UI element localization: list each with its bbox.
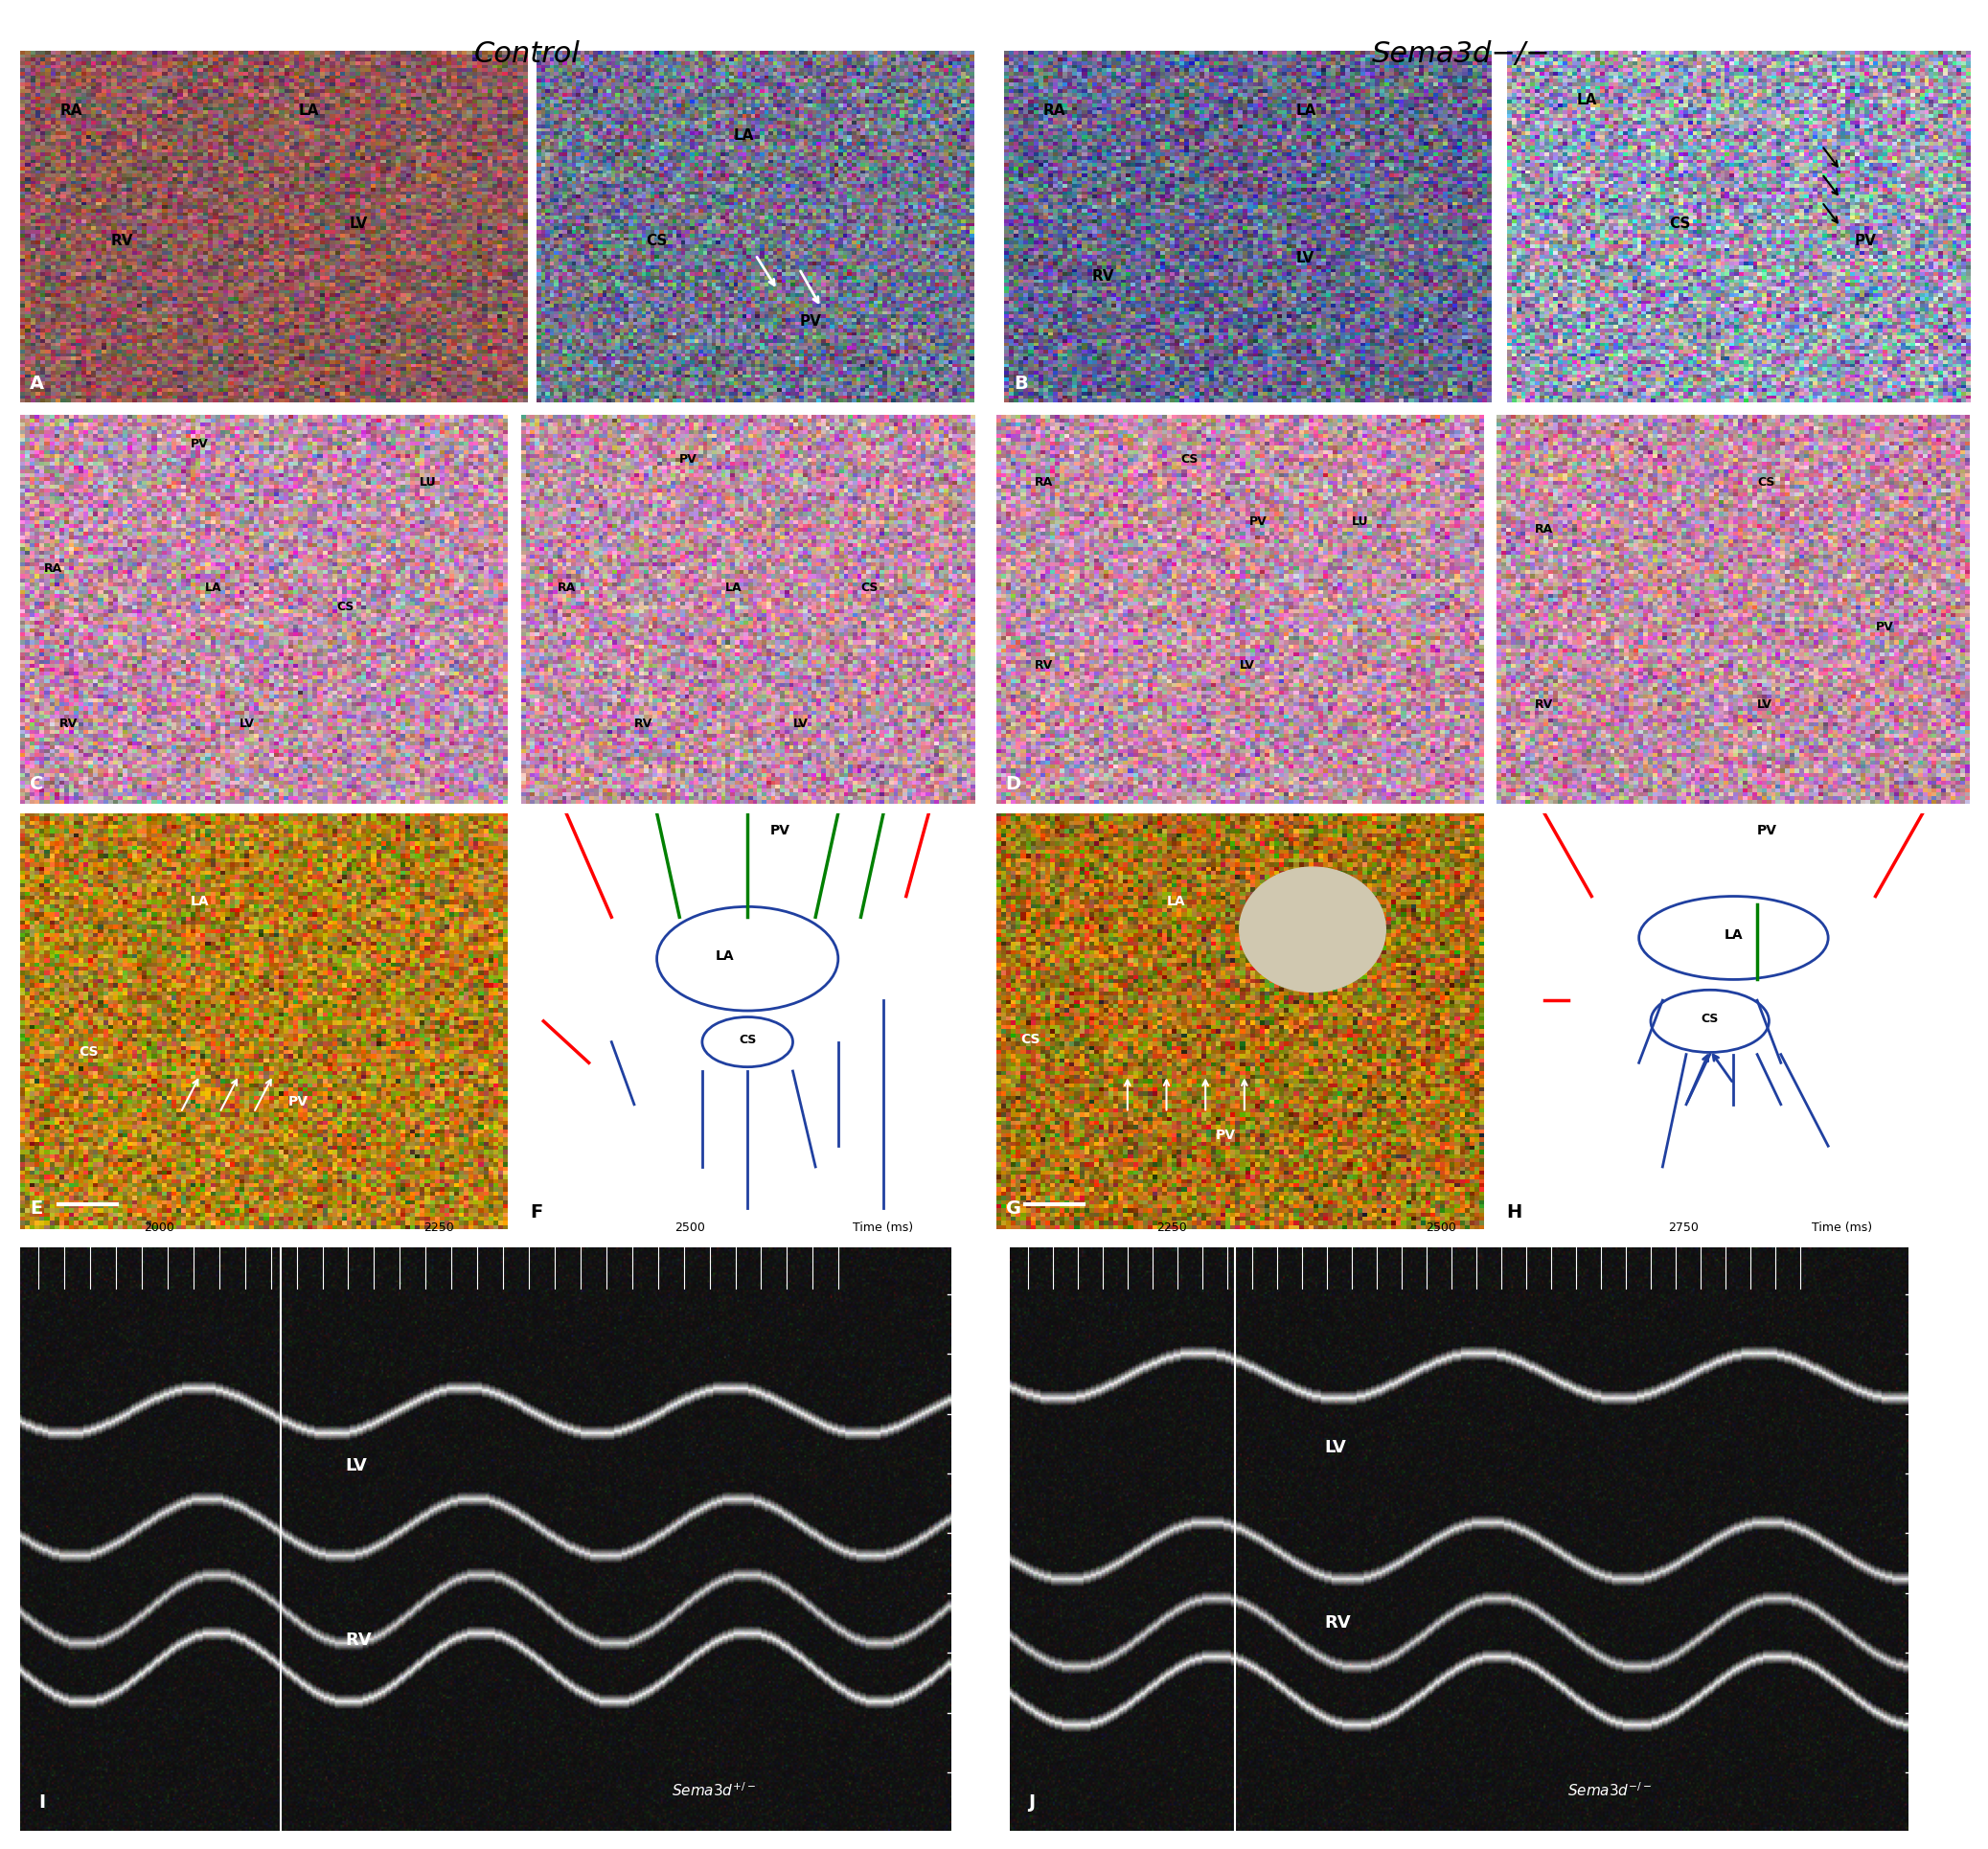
Text: CS: CS [1670, 216, 1690, 231]
Text: J: J [1028, 1794, 1034, 1810]
Text: LV: LV [346, 1455, 368, 1474]
Text: RV: RV [634, 717, 652, 730]
Text: CS: CS [1702, 1011, 1720, 1024]
Text: 13: 13 [1924, 1468, 1936, 1479]
Text: 8: 8 [1924, 1768, 1930, 1777]
Text: CS: CS [1020, 1032, 1040, 1045]
Text: PV: PV [1875, 619, 1893, 632]
Text: 10: 10 [966, 1708, 978, 1718]
Text: 2500: 2500 [674, 1220, 706, 1233]
Text: C: C [30, 775, 44, 793]
Text: LA: LA [726, 581, 742, 594]
Text: 13: 13 [966, 1529, 978, 1538]
Text: LV: LV [1757, 697, 1773, 710]
Text: RV: RV [1036, 658, 1054, 671]
Text: LA: LA [1167, 895, 1185, 908]
Text: LV: LV [1241, 658, 1254, 671]
Text: E: E [30, 1198, 42, 1217]
Text: RA: RA [1044, 104, 1066, 118]
Text: PV: PV [1855, 233, 1877, 248]
Text: RV: RV [1091, 268, 1113, 283]
Text: 16: 16 [966, 1350, 978, 1359]
Text: 11: 11 [1924, 1588, 1936, 1598]
Text: RV: RV [346, 1631, 372, 1647]
Text: 15: 15 [966, 1409, 978, 1418]
Text: 2750: 2750 [1668, 1220, 1700, 1233]
Text: PV: PV [288, 1095, 308, 1108]
Text: PV: PV [769, 825, 791, 838]
Text: 14: 14 [1924, 1409, 1936, 1418]
Text: RA: RA [1535, 523, 1553, 536]
Text: 12: 12 [1924, 1529, 1936, 1538]
Text: LV: LV [1324, 1439, 1346, 1455]
Text: B: B [1014, 375, 1028, 392]
Text: 10: 10 [1924, 1647, 1936, 1659]
Text: A: A [30, 375, 44, 392]
Text: LA: LA [205, 581, 223, 594]
Text: G: G [1006, 1198, 1022, 1217]
Text: LU: LU [419, 477, 435, 488]
Text: 15: 15 [1924, 1350, 1936, 1359]
Text: RA: RA [44, 562, 64, 575]
Text: PV: PV [1248, 516, 1266, 527]
Text: RV: RV [1324, 1612, 1352, 1631]
Text: $Sema3d^{+/-}$: $Sema3d^{+/-}$ [672, 1781, 755, 1799]
Text: LV: LV [350, 216, 368, 231]
Text: Time (ms): Time (ms) [853, 1220, 912, 1233]
Text: Time (ms): Time (ms) [1811, 1220, 1873, 1233]
Text: mm: mm [1908, 1805, 1928, 1816]
Text: RV: RV [60, 717, 78, 730]
Text: $Sema3d^{-/-}$: $Sema3d^{-/-}$ [1567, 1781, 1652, 1799]
Text: CS: CS [336, 601, 354, 614]
Text: LA: LA [191, 895, 209, 908]
Text: RA: RA [60, 104, 83, 118]
Text: H: H [1507, 1202, 1523, 1220]
Text: 12: 12 [966, 1588, 978, 1598]
Text: 11: 11 [966, 1647, 978, 1659]
Text: LV: LV [1296, 251, 1314, 266]
Text: CS: CS [646, 233, 668, 248]
Text: LA: LA [716, 949, 734, 961]
Text: PV: PV [1757, 825, 1777, 838]
Text: F: F [531, 1202, 543, 1220]
Text: RA: RA [1036, 477, 1054, 488]
Text: LA: LA [1296, 104, 1316, 118]
Text: CS: CS [861, 581, 879, 594]
Text: RV: RV [111, 233, 133, 248]
Circle shape [1241, 867, 1386, 993]
Text: CS: CS [740, 1034, 755, 1045]
Text: D: D [1006, 775, 1022, 793]
Text: Control: Control [473, 41, 580, 68]
Text: LV: LV [239, 717, 254, 730]
Text: LU: LU [1352, 516, 1368, 527]
Text: LA: LA [734, 128, 753, 142]
Text: LA: LA [298, 104, 320, 118]
Text: 9: 9 [966, 1768, 972, 1777]
Text: RV: RV [1535, 697, 1553, 710]
Text: mm: mm [950, 1805, 970, 1816]
Text: 2250: 2250 [1157, 1220, 1187, 1233]
Text: 14: 14 [966, 1468, 978, 1479]
Text: PV: PV [680, 453, 698, 466]
Text: PV: PV [1215, 1128, 1235, 1141]
Text: CS: CS [1181, 453, 1199, 466]
Text: Sema3d−/−: Sema3d−/− [1372, 41, 1551, 68]
Text: PV: PV [799, 314, 821, 329]
Text: PV: PV [191, 438, 209, 449]
Text: LA: LA [1576, 92, 1596, 107]
Text: RA: RA [557, 581, 577, 594]
Text: CS: CS [78, 1045, 97, 1058]
Text: 2500: 2500 [1425, 1220, 1457, 1233]
Text: 17: 17 [966, 1291, 978, 1300]
Text: CS: CS [1757, 477, 1775, 488]
Text: LA: LA [1724, 928, 1743, 941]
Text: 16: 16 [1924, 1291, 1936, 1300]
Text: 2000: 2000 [145, 1220, 175, 1233]
Text: I: I [38, 1794, 46, 1810]
Text: LV: LV [793, 717, 807, 730]
Text: 9: 9 [1924, 1708, 1930, 1718]
Text: 2250: 2250 [423, 1220, 453, 1233]
